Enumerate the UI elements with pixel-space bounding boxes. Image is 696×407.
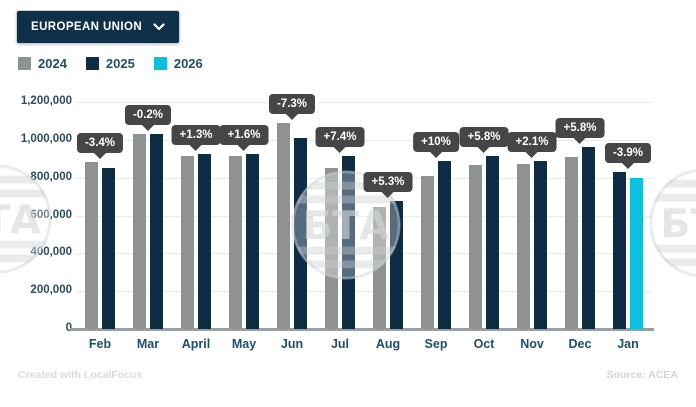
bar-group-mar: -0.2% Mar — [124, 102, 172, 351]
change-label-mar: -0.2% — [124, 105, 172, 131]
x-tick-label-jun: Jun — [280, 337, 304, 351]
bar-2024-jul[interactable] — [325, 168, 338, 329]
y-axis-labels: 0 200,000 400,000 600,000 800,000 1,000,000 1,… — [0, 95, 72, 334]
bar-2025-jul[interactable] — [342, 156, 355, 329]
x-tick-label-april: April — [181, 337, 211, 351]
bar-group-feb: -3.4% Feb — [76, 102, 124, 351]
bar-2025-aug[interactable] — [390, 201, 403, 329]
bar-2025-sep[interactable] — [438, 161, 451, 329]
change-label-jan: -3.9% — [604, 143, 652, 169]
x-tick-label-feb: Feb — [88, 337, 112, 351]
bar-2025-dec[interactable] — [582, 147, 595, 329]
change-label-may: +1.6% — [219, 125, 269, 151]
legend-item-2025: 2025 — [85, 56, 135, 71]
x-tick-label-nov: Nov — [520, 337, 544, 351]
change-label-feb: -3.4% — [76, 133, 124, 159]
bar-2024-sep[interactable] — [421, 176, 434, 329]
bar-2024-mar[interactable] — [133, 134, 146, 329]
bar-2025-nov[interactable] — [534, 161, 547, 329]
source-text: Source: ACEA — [606, 369, 678, 381]
bar-2025-mar[interactable] — [150, 134, 163, 329]
bar-group-may: +1.6% May — [219, 102, 269, 351]
bar-group-nov: +2.1% Nov — [507, 102, 557, 351]
legend-item-2026: 2026 — [153, 56, 203, 71]
gridline — [76, 215, 652, 217]
bar-2025-jan[interactable] — [613, 172, 626, 329]
svg-text:БТА: БТА — [660, 201, 696, 247]
change-label-aug: +5.3% — [363, 172, 413, 198]
credit-text: Created with LocalFocus — [18, 369, 143, 381]
bar-group-jun: -7.3% Jun — [268, 94, 316, 351]
bar-group-jul: +7.4% Jul — [315, 102, 365, 351]
x-tick-label-sep: Sep — [424, 337, 448, 351]
legend-swatch — [153, 57, 167, 70]
y-tick-label: 600,000 — [30, 208, 72, 221]
y-tick-label: 1,000,000 — [20, 132, 72, 145]
gridline — [76, 102, 652, 103]
x-axis-line — [70, 328, 654, 331]
bar-2025-may[interactable] — [246, 154, 259, 329]
bar-group-jan: -3.9% Jan — [604, 102, 652, 351]
bar-2024-dec[interactable] — [565, 157, 578, 329]
y-tick-label: 200,000 — [30, 284, 72, 297]
change-label-dec: +5.8% — [555, 118, 605, 144]
y-tick-label: 800,000 — [30, 170, 72, 183]
x-tick-label-may: May — [231, 337, 257, 351]
bar-2025-jun[interactable] — [294, 138, 307, 329]
chevron-down-icon — [153, 23, 165, 31]
x-tick-label-jul: Jul — [330, 337, 350, 351]
legend-label: 2026 — [173, 56, 203, 71]
x-tick-label-oct: Oct — [473, 337, 495, 351]
change-label-nov: +2.1% — [507, 132, 557, 158]
bar-2024-jun[interactable] — [277, 123, 290, 329]
change-label-april: +1.3% — [171, 125, 221, 151]
bar-2024-may[interactable] — [229, 156, 242, 329]
bta-watermark: БТА — [649, 168, 696, 278]
bar-chart-plot: -3.4% Feb -0.2% Mar +1.3% April +1.6% May -7.3% J… — [76, 94, 652, 351]
bar-2024-aug[interactable] — [373, 207, 386, 329]
y-tick-label: 0 — [65, 322, 72, 334]
gridline — [76, 291, 652, 293]
bar-2025-april[interactable] — [198, 154, 211, 329]
bar-group-aug: +5.3% Aug — [363, 102, 413, 351]
legend-label: 2024 — [38, 56, 67, 71]
bar-group-sep: +10% Sep — [412, 102, 460, 351]
x-tick-label-jan: Jan — [617, 337, 639, 351]
y-tick-label: 400,000 — [30, 246, 72, 259]
legend: 2024 2025 2026 — [18, 56, 203, 71]
bar-group-oct: +5.8% Oct — [459, 102, 509, 351]
legend-swatch — [18, 57, 31, 70]
legend-label: 2025 — [105, 56, 135, 71]
bar-2024-oct[interactable] — [469, 165, 482, 329]
bar-2026-jan[interactable] — [630, 178, 643, 329]
gridline — [76, 253, 652, 255]
legend-swatch — [85, 57, 99, 70]
bar-group-dec: +5.8% Dec — [555, 102, 605, 351]
x-tick-label-aug: Aug — [375, 337, 401, 351]
bar-group-april: +1.3% April — [171, 102, 221, 351]
bar-2024-april[interactable] — [181, 156, 194, 329]
bar-2024-nov[interactable] — [517, 164, 530, 329]
region-dropdown-label: EUROPEAN UNION — [31, 21, 143, 33]
change-label-jun: -7.3% — [268, 94, 316, 120]
bar-2025-feb[interactable] — [102, 168, 115, 329]
change-label-oct: +5.8% — [459, 127, 509, 153]
change-label-sep: +10% — [413, 132, 459, 158]
region-dropdown[interactable]: EUROPEAN UNION — [16, 10, 181, 44]
x-tick-label-dec: Dec — [568, 337, 592, 351]
x-tick-label-mar: Mar — [136, 337, 160, 351]
legend-item-2024: 2024 — [18, 56, 67, 71]
y-tick-label: 1,200,000 — [20, 95, 72, 107]
bar-2025-oct[interactable] — [486, 156, 499, 329]
change-label-jul: +7.4% — [315, 127, 365, 153]
bar-2024-feb[interactable] — [85, 162, 98, 329]
